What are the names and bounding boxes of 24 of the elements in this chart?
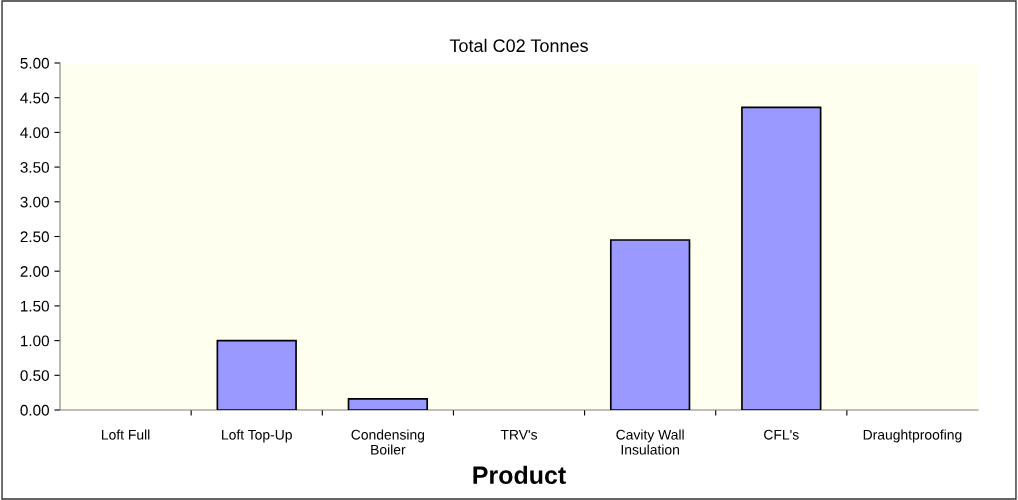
- y-tick-label: 3.50: [20, 161, 49, 173]
- y-tick-label: 2.00: [20, 266, 49, 277]
- x-tick-label: Draughtproofing: [863, 429, 962, 443]
- y-tick-label: 3.00: [20, 196, 49, 208]
- y-tick-label: 0.50: [20, 370, 49, 381]
- y-tick-label: 0.00: [20, 404, 49, 416]
- x-tick-label: CFL's: [764, 429, 799, 440]
- y-tick-label: 4.00: [20, 127, 49, 139]
- x-tick-label: TRV's: [500, 429, 538, 440]
- y-tick-label: 5.00: [20, 57, 49, 69]
- y-tick-label: 1.50: [21, 300, 49, 312]
- bar: [216, 339, 297, 410]
- x-tick-label: Loft Full: [102, 429, 150, 440]
- bar: [347, 398, 429, 410]
- x-tick-label: Cavity Wall Insulation: [616, 429, 684, 455]
- chart-title: Total C02 Tonnes: [449, 38, 588, 53]
- bar: [609, 239, 691, 410]
- y-tick-label: 2.50: [20, 231, 49, 243]
- bar: [741, 106, 822, 410]
- y-tick-label: 1.00: [21, 335, 49, 347]
- x-tick-label: Loft Top-Up: [222, 429, 292, 443]
- x-tick-label: Condensing Boiler: [351, 429, 425, 455]
- x-axis-title: Product: [473, 465, 566, 485]
- y-tick-label: 4.50: [20, 92, 49, 104]
